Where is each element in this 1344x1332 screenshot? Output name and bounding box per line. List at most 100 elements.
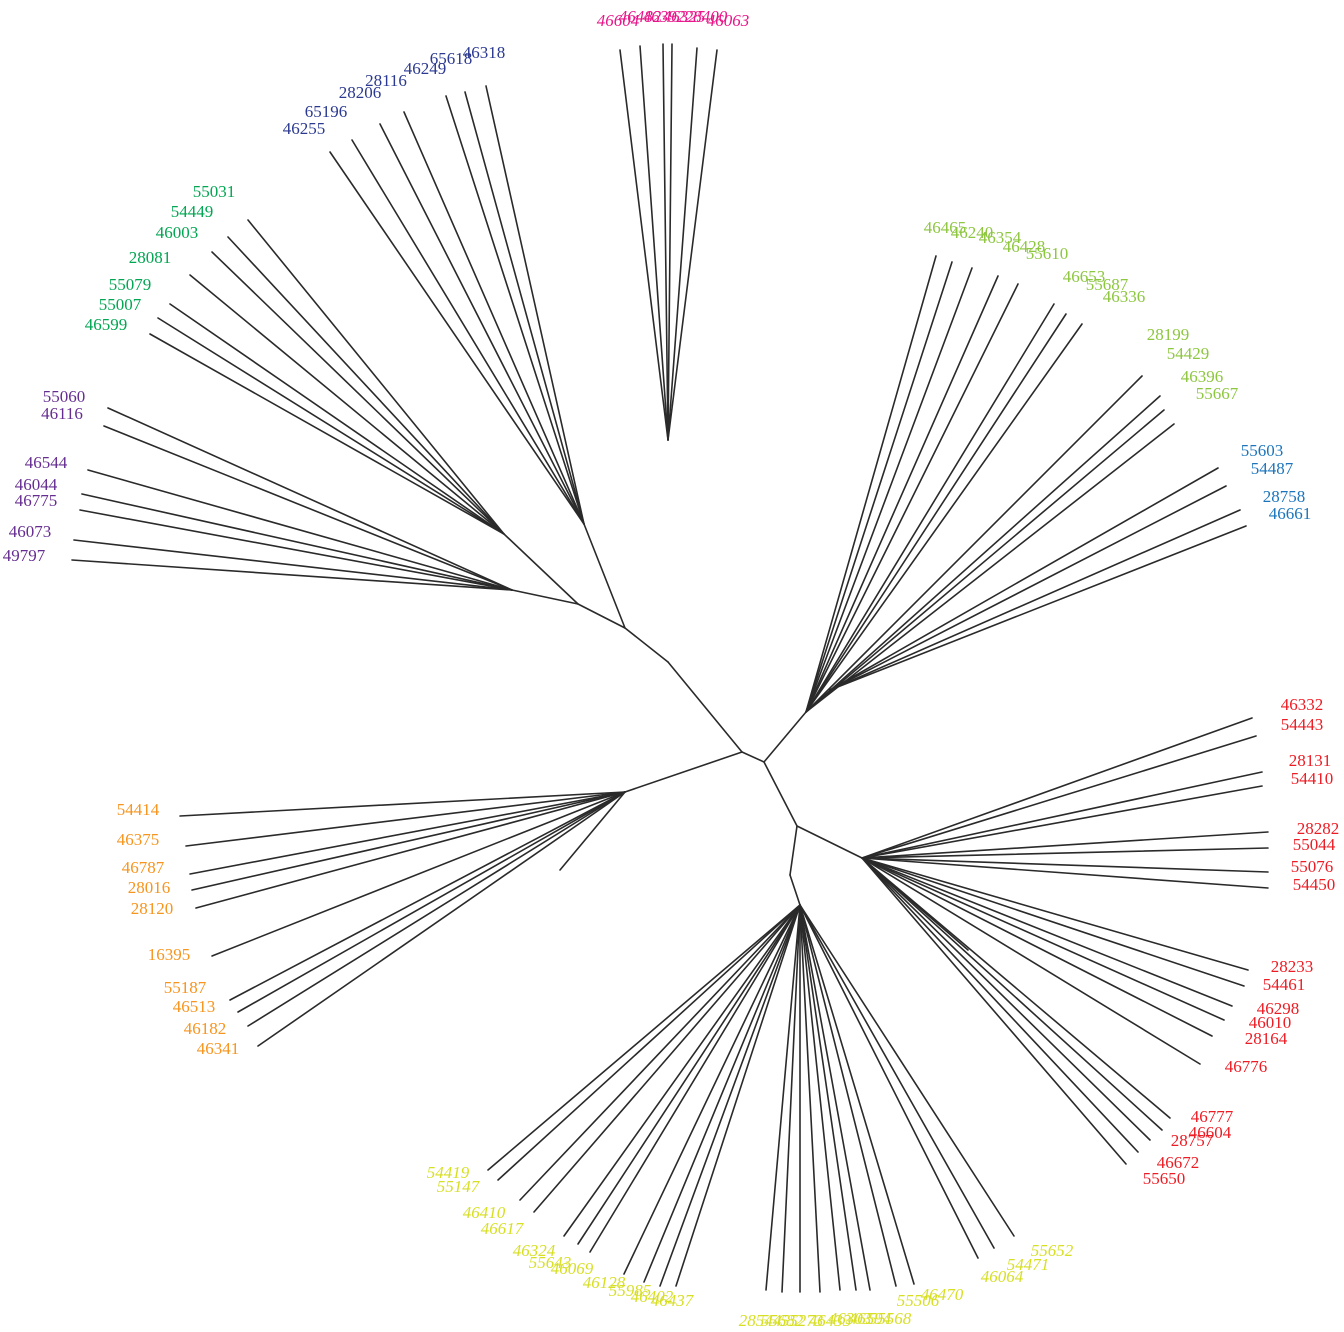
leaf-label-purple: 46775 (15, 491, 58, 510)
leaf-label-orange: 55187 (164, 978, 207, 997)
tree-branch (861, 847, 1269, 859)
leaf-label-blue: 54487 (1251, 459, 1294, 478)
leaf-label-lime: 55610 (1026, 244, 1069, 263)
tree-branch (781, 904, 801, 1293)
leaf-label-red: 28233 (1271, 957, 1314, 976)
tree-branch (763, 761, 798, 827)
tree-branch (71, 559, 513, 591)
leaf-label-red: 55044 (1293, 835, 1336, 854)
tree-branch (103, 425, 513, 591)
tree-branch (861, 857, 1201, 1065)
tree-branch (861, 857, 1233, 1007)
tree-branch (861, 857, 1127, 1165)
leaf-label-yellow: 55643 (529, 1253, 572, 1272)
leaf-labels: 4660446482463924632528400460634631865618… (3, 7, 1340, 1330)
tree-branch (503, 533, 579, 605)
tree-branch (73, 539, 513, 591)
leaf-label-yellow: 46303 (829, 1309, 872, 1328)
tree-branch (861, 857, 1163, 1131)
leaf-label-red: 54461 (1263, 975, 1306, 994)
leaf-label-yellow: 46437 (651, 1291, 695, 1310)
leaf-label-red: 54450 (1293, 875, 1336, 894)
tree-branch (861, 857, 1249, 971)
leaf-label-green: 28081 (129, 248, 172, 267)
tree-branch (623, 904, 801, 1275)
leaf-label-purple: 46044 (15, 475, 58, 494)
tree-branch (861, 857, 1213, 1037)
tree-branch (559, 791, 626, 871)
leaf-label-yellow: 46433 (809, 1311, 852, 1330)
tree-branch (741, 751, 765, 763)
tree-branch (185, 791, 626, 847)
leaf-label-red: 55650 (1143, 1169, 1186, 1188)
tree-branch (619, 49, 669, 441)
leaf-label-magenta: 46604 (597, 11, 640, 30)
leaf-label-yellow: 55985 (609, 1281, 652, 1300)
tree-branch (191, 791, 626, 891)
tree-branch (624, 627, 669, 663)
tree-branch (589, 904, 801, 1253)
tree-branch (861, 771, 1263, 859)
leaf-label-lime: 46653 (1063, 267, 1106, 286)
tree-branch (487, 904, 801, 1171)
leaf-label-lime: 46396 (1181, 367, 1224, 386)
tree-branch (805, 323, 1083, 713)
tree-branch (237, 791, 626, 1013)
leaf-label-red: 55076 (1291, 857, 1334, 876)
leaf-label-red: 54443 (1281, 715, 1324, 734)
tree-branch (257, 791, 626, 1047)
tree-branch (805, 409, 1165, 713)
leaf-label-yellow: 28544 (739, 1311, 782, 1330)
tree-branch (329, 151, 585, 525)
tree-branch (563, 904, 801, 1237)
leaf-label-lime: 55667 (1196, 384, 1239, 403)
tree-branch (464, 91, 585, 525)
leaf-label-yellow: 46069 (551, 1259, 594, 1278)
tree-branch (577, 603, 626, 629)
tree-branch (229, 791, 626, 1001)
leaf-label-navy: 46255 (283, 119, 326, 138)
tree-branch (211, 791, 626, 957)
tree-branch (189, 791, 626, 875)
leaf-label-red: 46776 (1225, 1057, 1268, 1076)
tree-branch (81, 493, 513, 591)
tree-branch (861, 857, 1151, 1141)
leaf-label-lime: 46240 (951, 223, 994, 242)
tree-branch (799, 904, 871, 1291)
tree-branch (583, 523, 626, 629)
leaf-label-navy: 28116 (365, 71, 407, 90)
tree-branch (179, 791, 626, 817)
tree-branch (799, 904, 857, 1291)
leaf-label-navy: 65618 (430, 49, 473, 68)
tree-branch (211, 251, 505, 535)
tree-branch (861, 831, 1269, 859)
tree-branch (643, 904, 801, 1283)
tree-branch (497, 904, 801, 1181)
leaf-label-purple: 46544 (25, 453, 68, 472)
leaf-label-yellow: 55506 (897, 1291, 940, 1310)
tree-branch (533, 904, 801, 1213)
leaf-label-orange: 46182 (184, 1019, 227, 1038)
leaf-label-orange: 46375 (117, 830, 160, 849)
tree-branch (829, 509, 1241, 691)
tree-branch (805, 423, 1175, 713)
tree-branch (351, 139, 585, 525)
leaf-label-yellow: 46470 (921, 1285, 964, 1304)
leaf-label-yellow: 55273 (781, 1311, 824, 1330)
leaf-label-green: 55031 (193, 182, 236, 201)
leaf-label-orange: 46341 (197, 1039, 240, 1058)
tree-branch (667, 49, 718, 441)
leaf-label-yellow: 46128 (583, 1273, 626, 1292)
leaf-label-purple: 46116 (41, 404, 83, 423)
tree-branch (763, 711, 807, 763)
leaf-label-lime: 46465 (924, 218, 967, 237)
tree-branch (799, 904, 1015, 1237)
leaf-label-lime: 46354 (979, 228, 1022, 247)
tree-branch (799, 904, 915, 1285)
leaf-label-yellow: 46402 (631, 1287, 674, 1306)
leaf-label-yellow: 55568 (869, 1309, 912, 1328)
tree-branch (195, 791, 626, 909)
leaf-label-red: 46010 (1249, 1013, 1292, 1032)
tree-branch (861, 857, 1269, 873)
tree-branch (157, 317, 505, 535)
